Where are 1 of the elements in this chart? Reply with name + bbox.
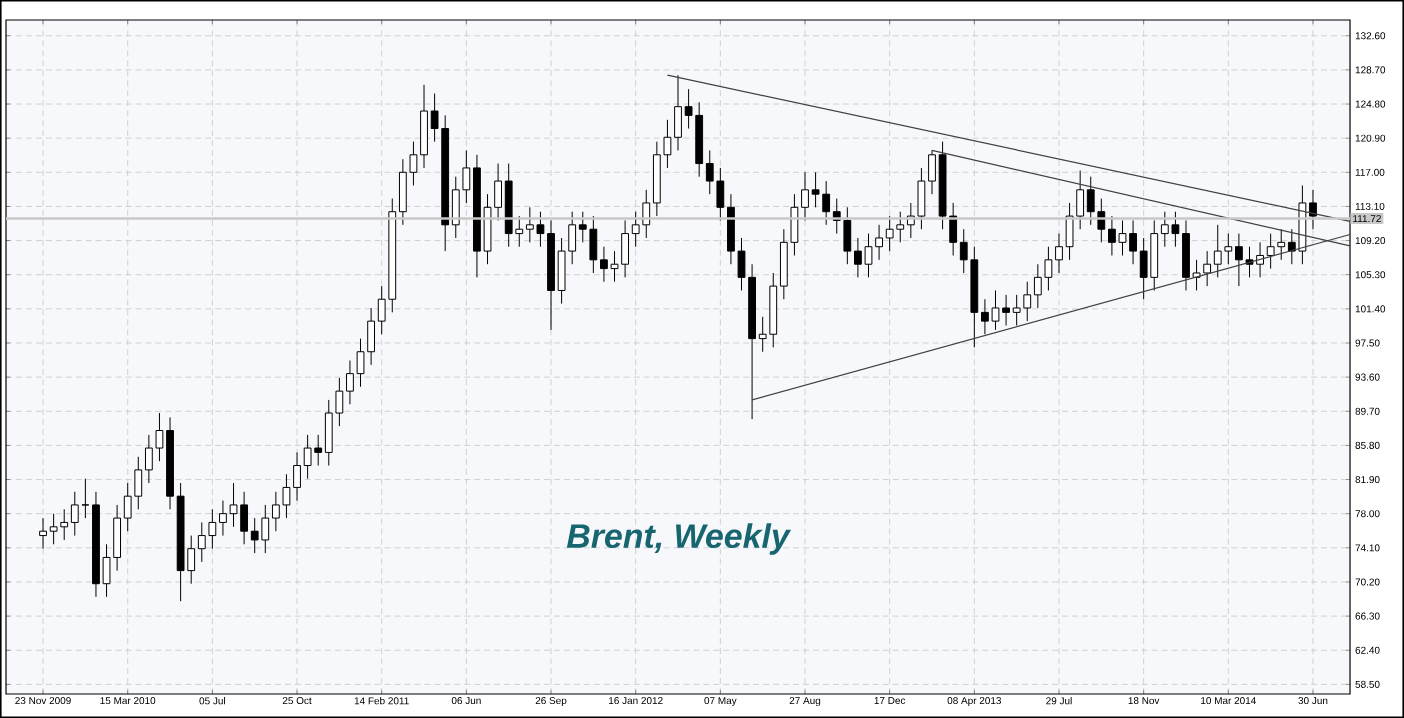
text: Brent, Weekly [566, 523, 792, 555]
